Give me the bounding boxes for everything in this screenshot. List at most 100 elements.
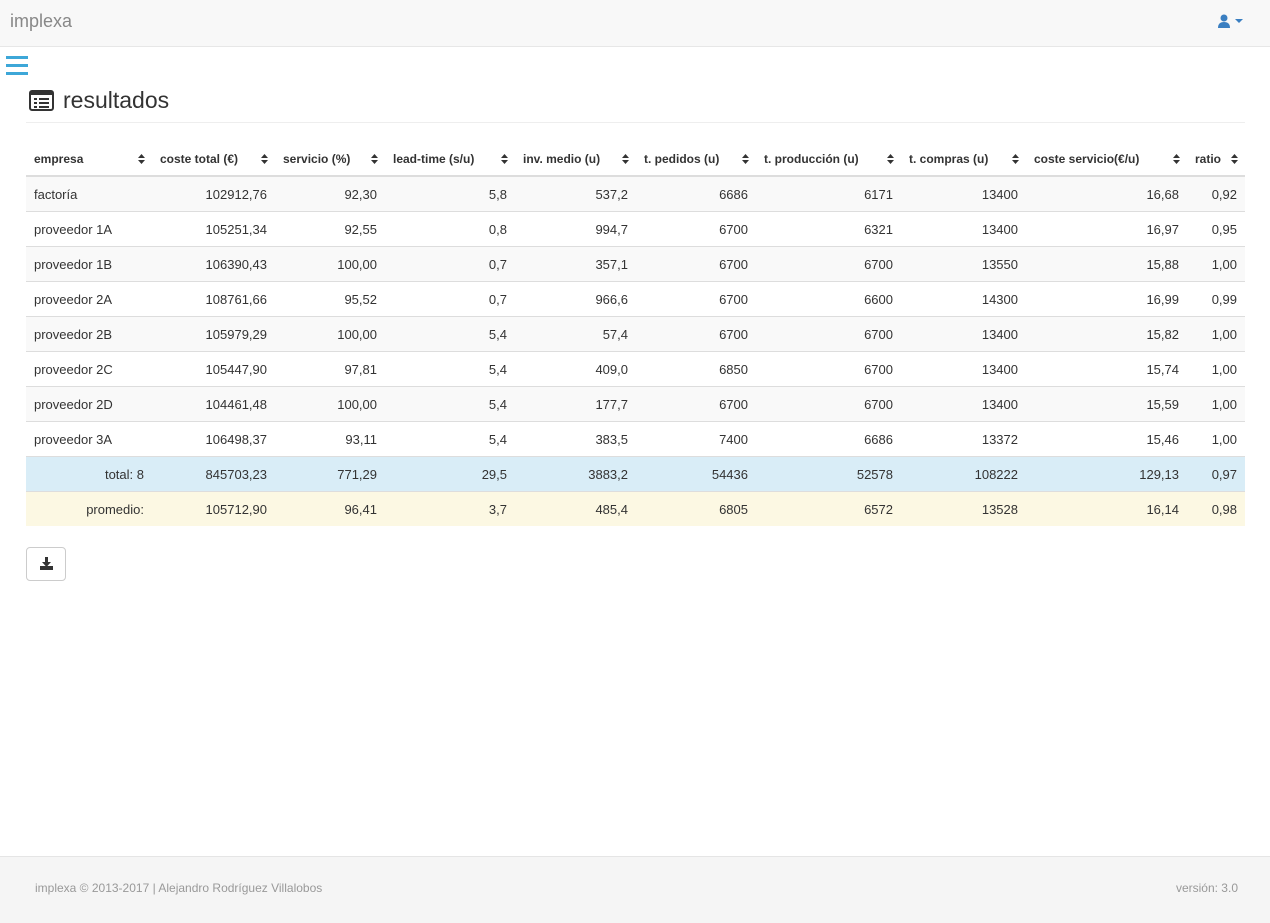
column-label: t. producción (u) bbox=[764, 152, 859, 166]
table-cell: 1,00 bbox=[1187, 351, 1245, 387]
table-cell: factoría bbox=[26, 175, 152, 212]
table-cell: 6321 bbox=[756, 211, 901, 247]
table-cell: proveedor 2D bbox=[26, 386, 152, 422]
sort-icon[interactable] bbox=[1173, 154, 1180, 164]
table-cell: 6805 bbox=[636, 491, 756, 526]
table-cell: 6686 bbox=[756, 421, 901, 457]
download-button[interactable] bbox=[26, 547, 66, 581]
table-cell: 105447,90 bbox=[152, 351, 275, 387]
table-row: proveedor 2D 104461,48 100,00 5,4 177,7 6700 6… bbox=[26, 386, 1245, 422]
table-cell: 14300 bbox=[901, 281, 1026, 317]
table-cell: 0,8 bbox=[385, 211, 515, 247]
table-cell: 100,00 bbox=[275, 246, 385, 282]
table-cell: 106390,43 bbox=[152, 246, 275, 282]
results-table: empresa coste total (€) servicio (%) lead-t… bbox=[26, 143, 1245, 526]
column-label: empresa bbox=[34, 152, 84, 166]
sort-icon[interactable] bbox=[371, 154, 378, 164]
table-cell: 357,1 bbox=[515, 246, 636, 282]
table-cell: total: 8 bbox=[26, 456, 152, 492]
table-cell: 13400 bbox=[901, 175, 1026, 212]
table-cell: 129,13 bbox=[1026, 456, 1187, 492]
column-label: lead-time (s/u) bbox=[393, 152, 475, 166]
sort-icon[interactable] bbox=[1231, 154, 1238, 164]
table-cell: 409,0 bbox=[515, 351, 636, 387]
table-cell: 95,52 bbox=[275, 281, 385, 317]
table-cell: 6850 bbox=[636, 351, 756, 387]
table-cell: 3,7 bbox=[385, 491, 515, 526]
table-cell: 13400 bbox=[901, 211, 1026, 247]
column-header[interactable]: ratio bbox=[1187, 143, 1245, 177]
table-cell: proveedor 3A bbox=[26, 421, 152, 457]
table-row: proveedor 1B 106390,43 100,00 0,7 357,1 6700 6… bbox=[26, 246, 1245, 282]
brand[interactable]: implexa bbox=[10, 11, 73, 31]
column-label: ratio bbox=[1195, 152, 1222, 166]
table-cell: 1,00 bbox=[1187, 386, 1245, 422]
version: versión: 3.0 bbox=[1175, 881, 1238, 895]
table-cell: proveedor 1B bbox=[26, 246, 152, 282]
table-row: factoría 102912,76 92,30 5,8 537,2 6686 6171 13… bbox=[26, 175, 1245, 212]
table-cell: 6686 bbox=[636, 175, 756, 212]
table-cell: 16,14 bbox=[1026, 491, 1187, 526]
table-cell: 105712,90 bbox=[152, 491, 275, 526]
table-cell: 0,95 bbox=[1187, 211, 1245, 247]
sort-icon[interactable] bbox=[742, 154, 749, 164]
table-cell: 13528 bbox=[901, 491, 1026, 526]
table-cell: 6700 bbox=[636, 316, 756, 352]
column-label: coste servicio(€/u) bbox=[1034, 152, 1140, 166]
table-cell: 1,00 bbox=[1187, 246, 1245, 282]
column-header[interactable]: inv. medio (u) bbox=[515, 143, 636, 177]
table-cell: proveedor 2A bbox=[26, 281, 152, 317]
sort-icon[interactable] bbox=[622, 154, 629, 164]
column-header[interactable]: coste total (€) bbox=[152, 143, 275, 177]
table-cell: 92,55 bbox=[275, 211, 385, 247]
table-cell: 13550 bbox=[901, 246, 1026, 282]
table-cell: 13400 bbox=[901, 316, 1026, 352]
sort-icon[interactable] bbox=[138, 154, 145, 164]
column-header[interactable]: coste servicio(€/u) bbox=[1026, 143, 1187, 177]
user-menu[interactable] bbox=[1217, 13, 1247, 31]
sort-icon[interactable] bbox=[1012, 154, 1019, 164]
table-cell: 15,46 bbox=[1026, 421, 1187, 457]
table-cell: 6700 bbox=[756, 246, 901, 282]
menu-toggle[interactable] bbox=[6, 56, 29, 75]
column-header[interactable]: t. pedidos (u) bbox=[636, 143, 756, 177]
sort-icon[interactable] bbox=[501, 154, 508, 164]
table-cell: 6700 bbox=[756, 386, 901, 422]
sort-icon[interactable] bbox=[887, 154, 894, 164]
column-header[interactable]: servicio (%) bbox=[275, 143, 385, 177]
table-cell: 57,4 bbox=[515, 316, 636, 352]
table-cell: 7400 bbox=[636, 421, 756, 457]
table-cell: 13400 bbox=[901, 351, 1026, 387]
table-row: proveedor 2C 105447,90 97,81 5,4 409,0 6850 67… bbox=[26, 351, 1245, 387]
table-cell: 100,00 bbox=[275, 386, 385, 422]
table-cell: 0,99 bbox=[1187, 281, 1245, 317]
table-cell: 6700 bbox=[756, 351, 901, 387]
table-cell: 5,4 bbox=[385, 351, 515, 387]
table-row: proveedor 1A 105251,34 92,55 0,8 994,7 6700 63… bbox=[26, 211, 1245, 247]
table-cell: 16,99 bbox=[1026, 281, 1187, 317]
table-cell: 13372 bbox=[901, 421, 1026, 457]
sort-icon[interactable] bbox=[261, 154, 268, 164]
table-cell: 0,7 bbox=[385, 246, 515, 282]
table-row: promedio: 105712,90 96,41 3,7 485,4 6805 6572 1… bbox=[26, 491, 1245, 526]
column-header[interactable]: empresa bbox=[26, 143, 152, 177]
table-row: proveedor 2A 108761,66 95,52 0,7 966,6 6700 66… bbox=[26, 281, 1245, 317]
table-cell: 15,82 bbox=[1026, 316, 1187, 352]
table-cell: 1,00 bbox=[1187, 421, 1245, 457]
table-cell: 6700 bbox=[756, 316, 901, 352]
table-cell: 537,2 bbox=[515, 175, 636, 212]
table-cell: promedio: bbox=[26, 491, 152, 526]
table-cell: 105979,29 bbox=[152, 316, 275, 352]
column-header[interactable]: t. compras (u) bbox=[901, 143, 1026, 177]
column-label: t. pedidos (u) bbox=[644, 152, 720, 166]
table-cell: 0,98 bbox=[1187, 491, 1245, 526]
column-header[interactable]: t. producción (u) bbox=[756, 143, 901, 177]
table-cell: 6700 bbox=[636, 386, 756, 422]
table-cell: 994,7 bbox=[515, 211, 636, 247]
table-cell: 16,68 bbox=[1026, 175, 1187, 212]
column-header[interactable]: lead-time (s/u) bbox=[385, 143, 515, 177]
table-cell: 1,00 bbox=[1187, 316, 1245, 352]
table-cell: 92,30 bbox=[275, 175, 385, 212]
table-cell: 0,7 bbox=[385, 281, 515, 317]
